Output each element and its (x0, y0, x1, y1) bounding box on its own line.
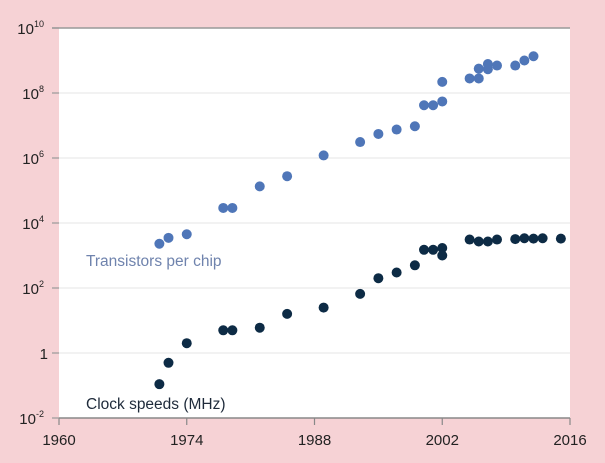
clock-speed-point (163, 357, 174, 368)
transistor-point (409, 121, 420, 132)
y-tick-label: 10-2 (19, 409, 44, 428)
clock-speed-point (437, 243, 448, 254)
transistor-point (437, 76, 448, 87)
x-ticks: 1960 1974 1988 2002 2016 (42, 418, 587, 449)
clock-speed-point (482, 236, 493, 247)
x-tick-label: 1988 (298, 432, 331, 449)
x-tick-label: 2002 (426, 432, 459, 449)
transistor-point (318, 150, 329, 161)
y-tick-label: 1010 (17, 19, 44, 38)
clock-speed-point (373, 273, 384, 284)
clock-speed-point (537, 233, 548, 244)
clock-speed-point (555, 233, 566, 244)
clock-speed-point (492, 234, 502, 245)
transistor-point (473, 73, 484, 84)
y-tick-label: 104 (22, 214, 44, 233)
x-tick-label: 2016 (553, 432, 586, 449)
transistor-point (355, 137, 366, 148)
clock-speed-point (437, 250, 448, 261)
clock-speed-point (391, 267, 402, 278)
clock-speed-point (464, 234, 475, 245)
clock-speed-point (510, 234, 521, 245)
x-tick-label: 1960 (42, 432, 75, 449)
clock-speed-point (519, 233, 530, 244)
clock-speed-point (282, 308, 293, 319)
transistor-point (163, 232, 174, 243)
transistor-point (492, 60, 502, 71)
transistor-point (428, 100, 439, 111)
clock-speed-point (409, 260, 420, 271)
transistor-point (473, 63, 484, 74)
transistor-point (227, 202, 238, 213)
clock-speed-point (419, 244, 429, 255)
y-tick-label: 1 (40, 346, 48, 363)
transistor-point (528, 51, 539, 62)
transistor-point (391, 124, 402, 135)
clock-speed-point (181, 338, 192, 349)
transistor-point (519, 55, 530, 66)
transistor-point (181, 229, 192, 240)
transistor-point (254, 181, 265, 192)
transistor-point (154, 238, 165, 249)
transistor-point (282, 171, 293, 182)
series-label-clock: Clock speeds (MHz) (86, 396, 226, 413)
transistor-point (437, 96, 448, 107)
clock-speed-point (528, 233, 539, 244)
transistor-point (373, 128, 384, 139)
transistor-point (510, 60, 521, 71)
transistor-point (464, 73, 475, 84)
clock-speed-point (218, 325, 229, 336)
series-label-transistors: Transistors per chip (86, 253, 222, 270)
clock-speed-point (428, 244, 439, 255)
transistor-point (218, 202, 229, 213)
clock-speed-point (355, 288, 366, 299)
y-tick-label: 108 (22, 84, 44, 103)
clock-speed-point (154, 379, 165, 390)
transistor-point (482, 64, 493, 75)
data-points (154, 51, 566, 390)
gridlines (59, 92, 570, 354)
clock-speed-point (318, 302, 329, 313)
y-tick-label: 106 (22, 149, 44, 168)
y-ticks: 1010 108 106 104 102 1 10-2 (17, 19, 59, 428)
clock-speed-point (227, 325, 238, 336)
clock-speed-point (473, 236, 484, 247)
y-tick-label: 102 (22, 279, 44, 298)
x-tick-label: 1974 (170, 432, 203, 449)
clock-speed-point (254, 322, 265, 333)
transistor-point (419, 100, 429, 111)
